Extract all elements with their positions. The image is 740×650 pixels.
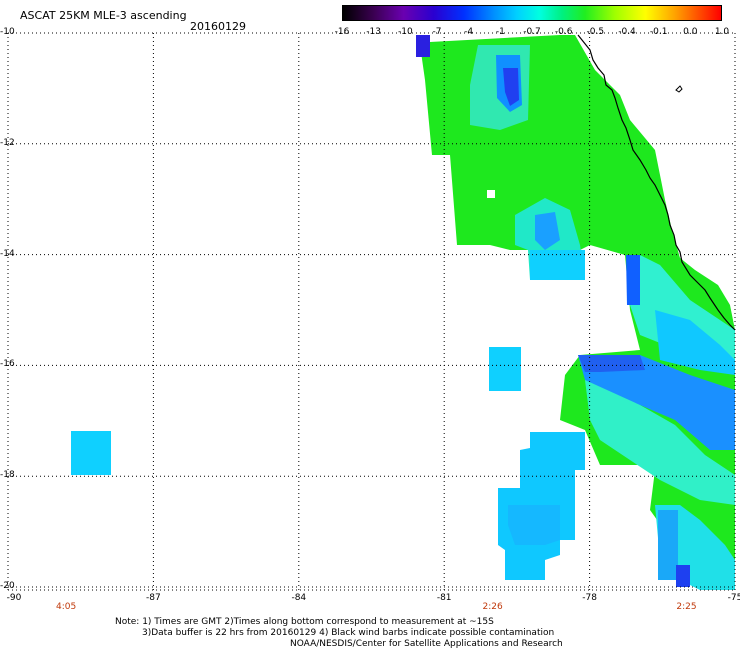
swath-white-gap [487, 190, 495, 198]
swath-coastal-cyan2 [655, 310, 735, 375]
lat-label: -12 [0, 137, 15, 148]
lat-label: -16 [0, 359, 15, 370]
colorbar-tick-label: -0.7 [523, 27, 541, 37]
colorbar-tick-label: -7 [432, 27, 442, 37]
swath-lightblue-mid [530, 250, 585, 280]
map-title: ASCAT 25KM MLE-3 ascending [20, 9, 187, 22]
time-label: 4:05 [56, 602, 77, 612]
swath-patches [71, 347, 585, 580]
swath-coastal-blue [626, 255, 640, 305]
colorbar-tick-label: -4 [464, 27, 474, 37]
note-line-1: Note: 1) Times are GMT 2)Times along bot… [115, 617, 494, 627]
note-line-3: NOAA/NESDIS/Center for Satellite Applica… [290, 639, 563, 649]
map-date: 20160129 [190, 20, 246, 33]
swath-darkblue-corner [416, 35, 430, 57]
patch-south-inner [508, 505, 560, 545]
lon-label: -84 [291, 593, 307, 603]
lon-label: -90 [6, 593, 22, 603]
lon-label: -75 [727, 593, 740, 603]
colorbar-tick-label: -10 [397, 27, 413, 37]
colorbar-tick-label: 0.0 [683, 27, 698, 37]
lon-label: -87 [146, 593, 161, 603]
colorbar-gradient [343, 6, 721, 20]
swath-bottom-darkblue [676, 565, 690, 587]
swath-lower-cyan [585, 380, 735, 505]
colorbar-tick-label: -13 [366, 27, 382, 37]
coast-fragment-icon [675, 85, 683, 93]
colorbar-tick-label: -0.6 [554, 27, 573, 37]
colorbar-tick-label: 1.0 [714, 27, 730, 37]
swath-darkblue-core-top [503, 68, 519, 106]
swath-bottom-blue [658, 510, 678, 580]
lat-label: -18 [0, 470, 15, 481]
colorbar-tick-label: -0.5 [586, 27, 605, 37]
colorbar-tick-label: -0.1 [649, 27, 668, 37]
colorbar-tick-label: -0.4 [618, 27, 636, 37]
swath-lower-blue [578, 355, 735, 450]
time-label: 2:26 [482, 602, 503, 612]
lon-label: -81 [436, 593, 452, 603]
lat-label: -10 [0, 27, 15, 37]
swath-lower-darkblue [578, 355, 645, 372]
patch-central [489, 347, 521, 391]
colorbar [342, 5, 722, 21]
swath-main [416, 35, 735, 590]
lat-label: -20 [0, 581, 15, 591]
lat-label: -14 [0, 248, 15, 259]
colorbar-tick-label: -1 [495, 27, 505, 37]
swath-blue-mid [535, 212, 560, 250]
colorbar-tick-label: -16 [334, 27, 350, 37]
lon-label: -78 [582, 593, 597, 603]
swath-coastal-cyan [630, 255, 735, 360]
note-line-2: 3)Data buffer is 22 hrs from 20160129 4)… [142, 628, 555, 638]
time-label: 2:25 [676, 602, 697, 612]
map-grid [7, 32, 736, 590]
patch-far-west [71, 431, 111, 475]
coastline [577, 34, 736, 331]
